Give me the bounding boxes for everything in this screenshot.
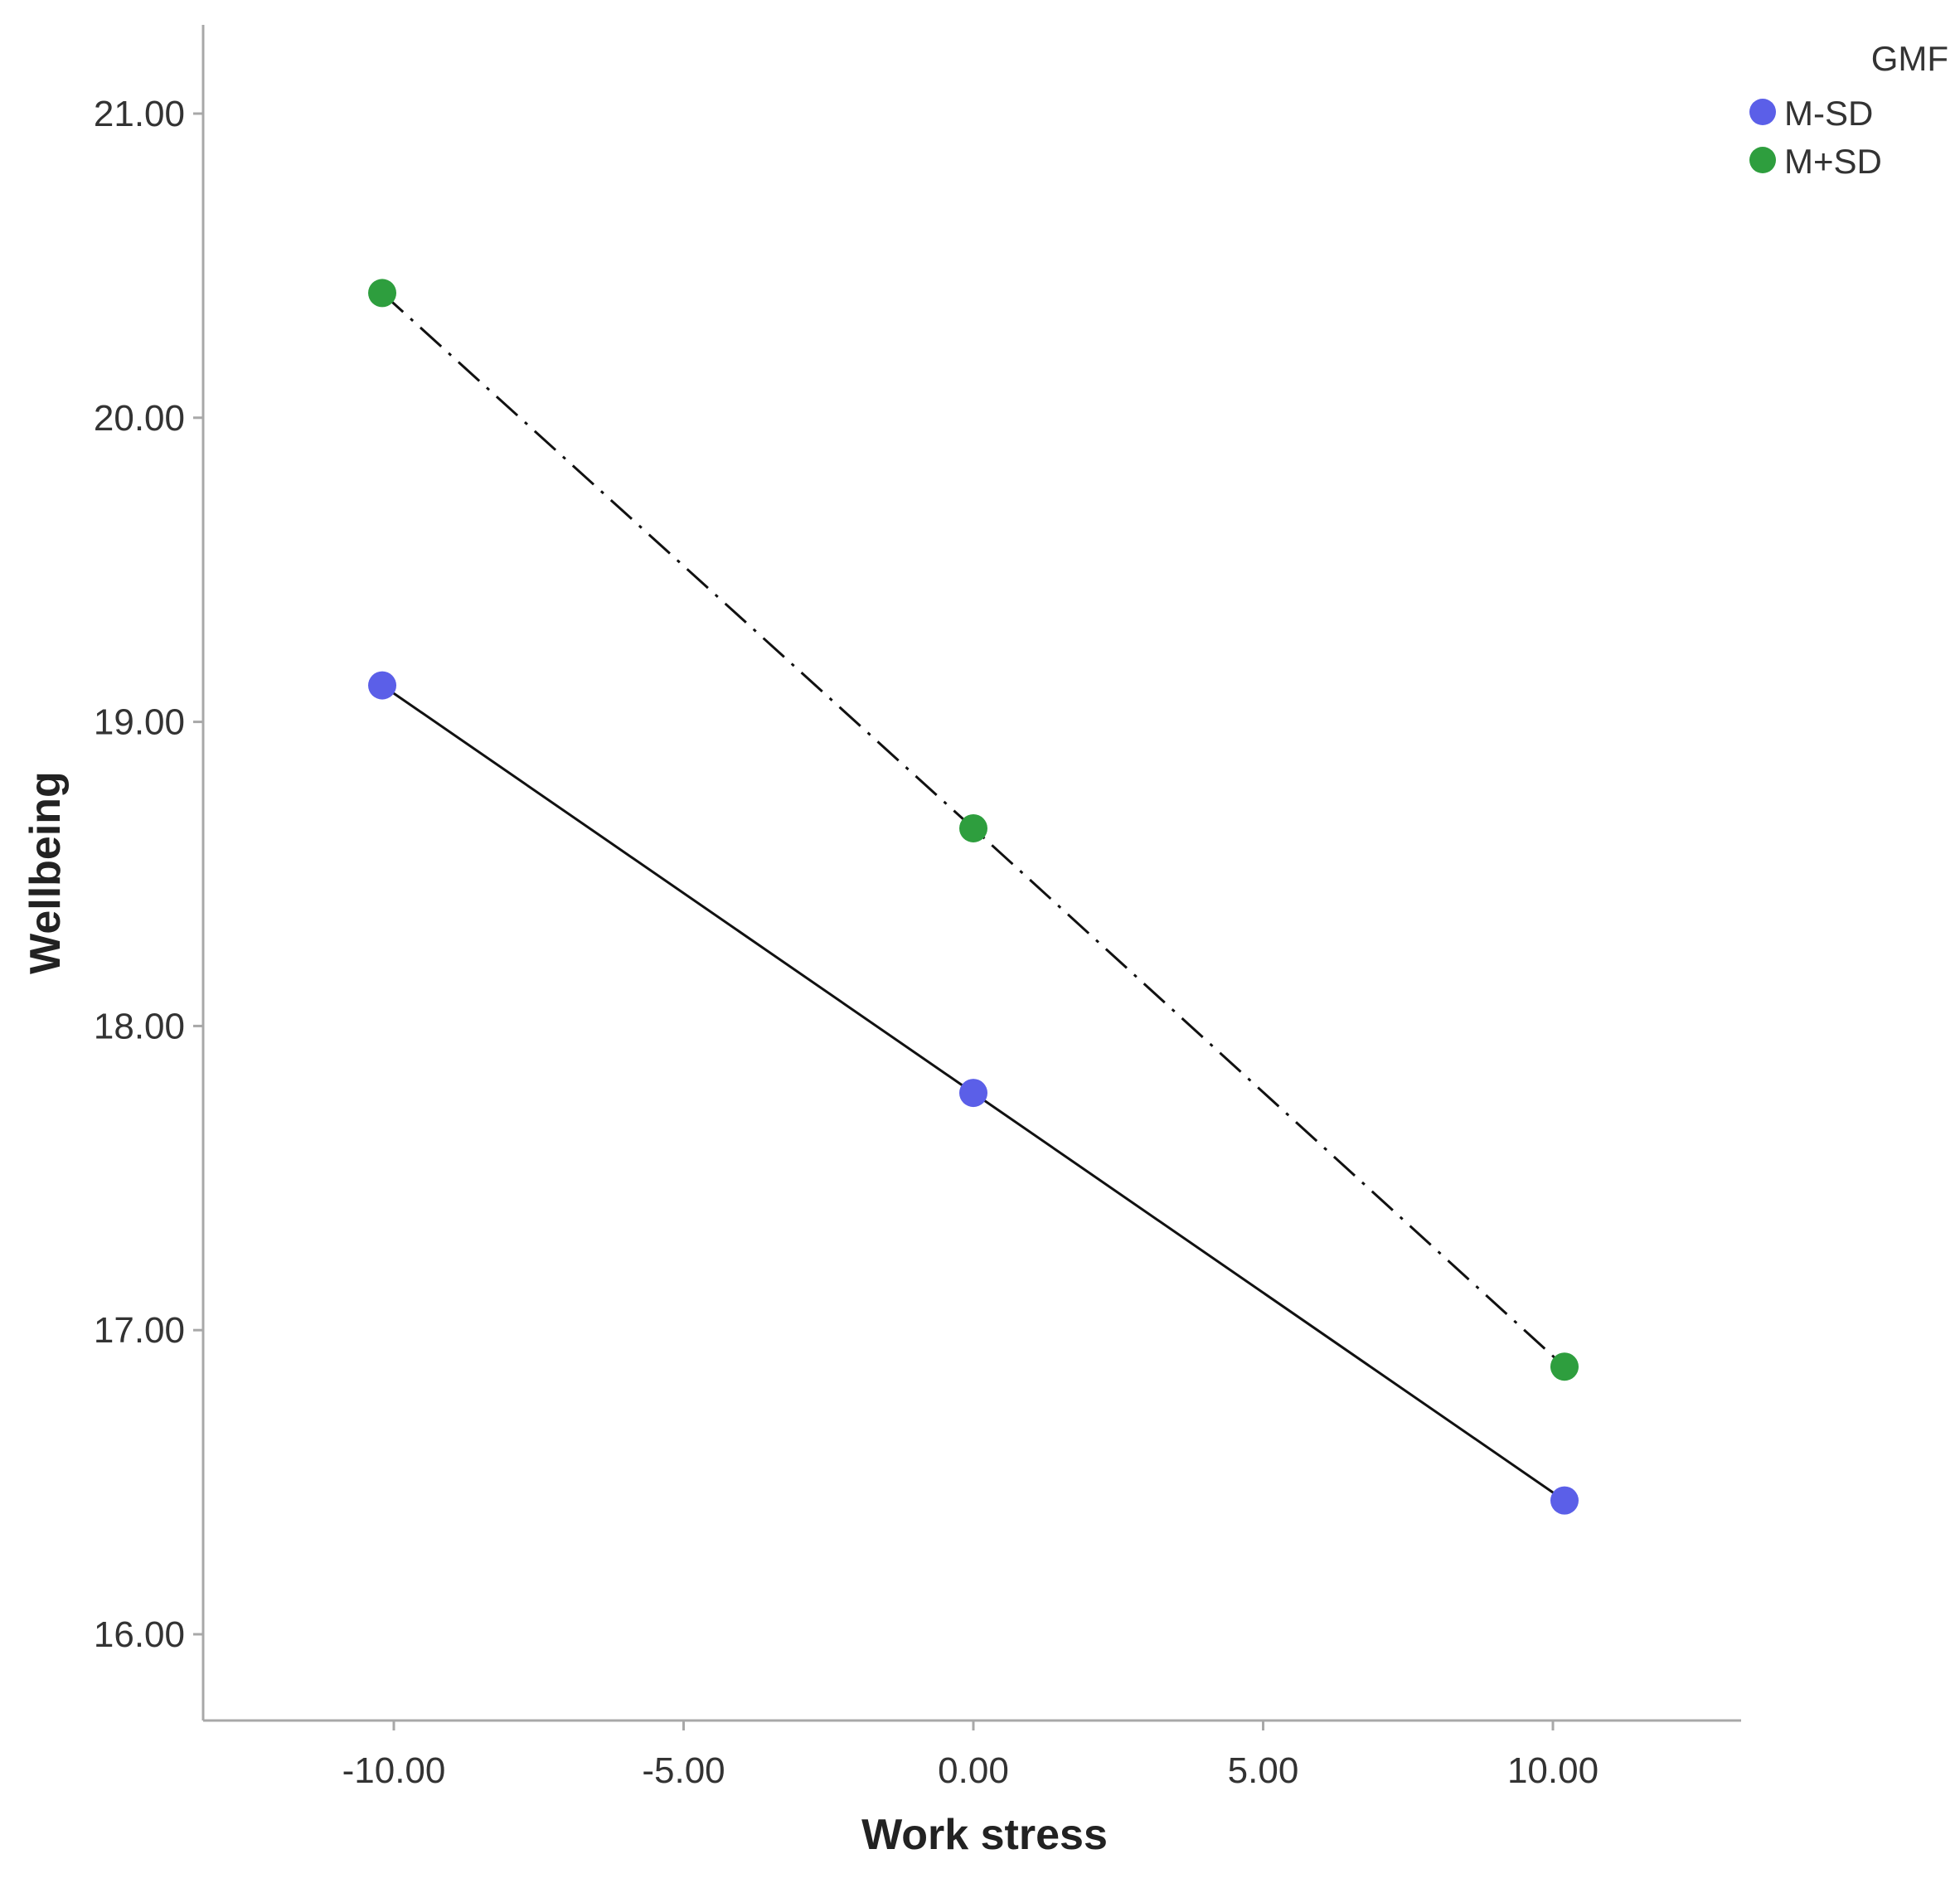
x-tick-label: -5.00 (642, 1750, 725, 1791)
data-point (959, 1079, 987, 1108)
x-tick-label: 10.00 (1507, 1750, 1599, 1791)
x-tick-label: 5.00 (1228, 1750, 1299, 1791)
data-point (1550, 1486, 1579, 1515)
legend-items: M-SD M+SD (1749, 94, 1882, 181)
y-tick-label: 20.00 (94, 398, 185, 439)
legend-label: M+SD (1784, 142, 1882, 181)
y-tick-label: 19.00 (94, 702, 185, 743)
data-point (368, 671, 397, 700)
legend-marker (1749, 99, 1776, 125)
series-points (368, 279, 1579, 1515)
x-tick-label: 0.00 (938, 1750, 1009, 1791)
legend-marker (1749, 147, 1776, 173)
data-point (959, 813, 987, 842)
axes: -10.00 -5.00 0.00 5.00 10.00 16.00 17.00 18.00 1… (94, 25, 1741, 1791)
legend-title: GMF (1871, 39, 1948, 78)
x-axis-title: Work stress (861, 1811, 1108, 1859)
data-point (1550, 1352, 1579, 1381)
y-tick-label: 18.00 (94, 1006, 185, 1046)
legend-label: M-SD (1784, 94, 1873, 133)
data-point (368, 279, 397, 308)
y-axis-title: Wellbeing (22, 771, 70, 974)
y-tick-label: 16.00 (94, 1614, 185, 1655)
series-lines (381, 292, 1565, 1502)
y-tick-label: 17.00 (94, 1310, 185, 1351)
x-tick-label: -10.00 (342, 1750, 446, 1791)
legend: GMF M-SD M+SD (1749, 39, 1948, 181)
y-tick-label: 21.00 (94, 94, 185, 134)
